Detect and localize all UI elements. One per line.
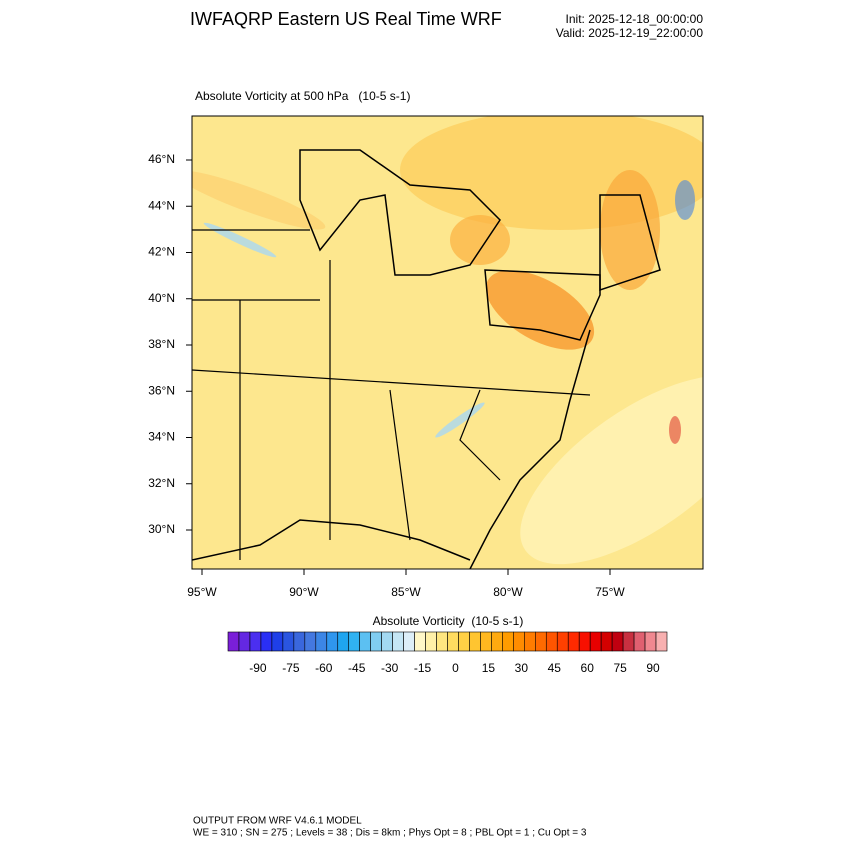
colorbar-box [622, 631, 635, 652]
colorbar-box [655, 631, 668, 652]
lat-label: 32°N [148, 476, 175, 490]
lat-label: 38°N [148, 337, 175, 351]
colorbar-box [611, 631, 624, 652]
lat-label: 40°N [148, 291, 175, 305]
colorbar-box [282, 631, 295, 652]
footer-line: OUTPUT FROM WRF V4.6.1 MODEL [193, 816, 362, 827]
colorbar-label: 45 [548, 661, 562, 675]
colorbar-box [315, 631, 328, 652]
colorbar-label: -30 [381, 661, 399, 675]
colorbar-box [403, 631, 415, 652]
title: IWFAQRP Eastern US Real Time WRF [190, 9, 502, 29]
colorbar-box [337, 631, 350, 652]
colorbar-box [589, 631, 602, 652]
colorbar-box [249, 631, 262, 652]
subtitle: Absolute Vorticity at 500 hPa (10-5 s-1) [195, 89, 410, 103]
colorbar-box [469, 631, 481, 652]
colorbar-box [392, 631, 404, 652]
colorbar-box [567, 631, 580, 652]
colorbar-box [491, 631, 503, 652]
colorbar-box [644, 631, 657, 652]
colorbar-label: 60 [581, 661, 595, 675]
colorbar-label: 75 [613, 661, 627, 675]
colorbar-label: -15 [414, 661, 432, 675]
colorbar-box [480, 631, 492, 652]
colorbar-box [227, 631, 240, 652]
map-field [192, 116, 703, 569]
colorbar-box [436, 631, 448, 652]
lat-label: 36°N [148, 383, 175, 397]
colorbar-box [238, 631, 251, 652]
lat-label: 34°N [148, 430, 175, 444]
colorbar-box [414, 631, 426, 652]
footer-line: WE = 310 ; SN = 275 ; Levels = 38 ; Dis … [193, 828, 587, 839]
lon-label: 75°W [595, 585, 625, 599]
colorbar-label: 0 [452, 661, 459, 675]
colorbar-label: -90 [249, 661, 267, 675]
colorbar-label: -45 [348, 661, 366, 675]
colorbar-box [513, 631, 525, 652]
colorbar-box [600, 631, 613, 652]
lat-label: 46°N [148, 152, 175, 166]
colorbar-label: 90 [646, 661, 660, 675]
colorbar-label: -60 [315, 661, 333, 675]
map-frame [191, 115, 704, 570]
colorbar-label: 15 [482, 661, 496, 675]
lat-label: 30°N [148, 522, 175, 536]
colorbar-box [271, 631, 284, 652]
colorbar-box [293, 631, 306, 652]
colorbar-label: -75 [282, 661, 300, 675]
lat-label: 44°N [148, 198, 175, 212]
colorbar-box [359, 631, 371, 652]
colorbar-box [370, 631, 382, 652]
colorbar-box [545, 631, 558, 652]
valid-time: Valid: 2025-12-19_22:00:00 [556, 26, 704, 40]
lon-label: 85°W [391, 585, 421, 599]
colorbar-box [447, 631, 459, 652]
colorbar-label: 30 [515, 661, 529, 675]
colorbar-box [502, 631, 514, 652]
lat-label: 42°N [148, 245, 175, 259]
colorbar-box [556, 631, 569, 652]
colorbar-box [534, 631, 547, 652]
colorbar-box [326, 631, 339, 652]
colorbar-box [633, 631, 646, 652]
colorbar-box [348, 631, 361, 652]
colorbar-box [458, 631, 470, 652]
colorbar-box [304, 631, 317, 652]
colorbar-title: Absolute Vorticity (10-5 s-1) [373, 614, 524, 628]
colorbar-box [381, 631, 393, 652]
lon-label: 90°W [289, 585, 319, 599]
lon-label: 95°W [187, 585, 217, 599]
colorbar-box [260, 631, 273, 652]
colorbar-box [578, 631, 591, 652]
colorbar-box [524, 631, 536, 652]
lon-label: 80°W [493, 585, 523, 599]
colorbar-box [425, 631, 437, 652]
init-time: Init: 2025-12-18_00:00:00 [566, 12, 704, 26]
